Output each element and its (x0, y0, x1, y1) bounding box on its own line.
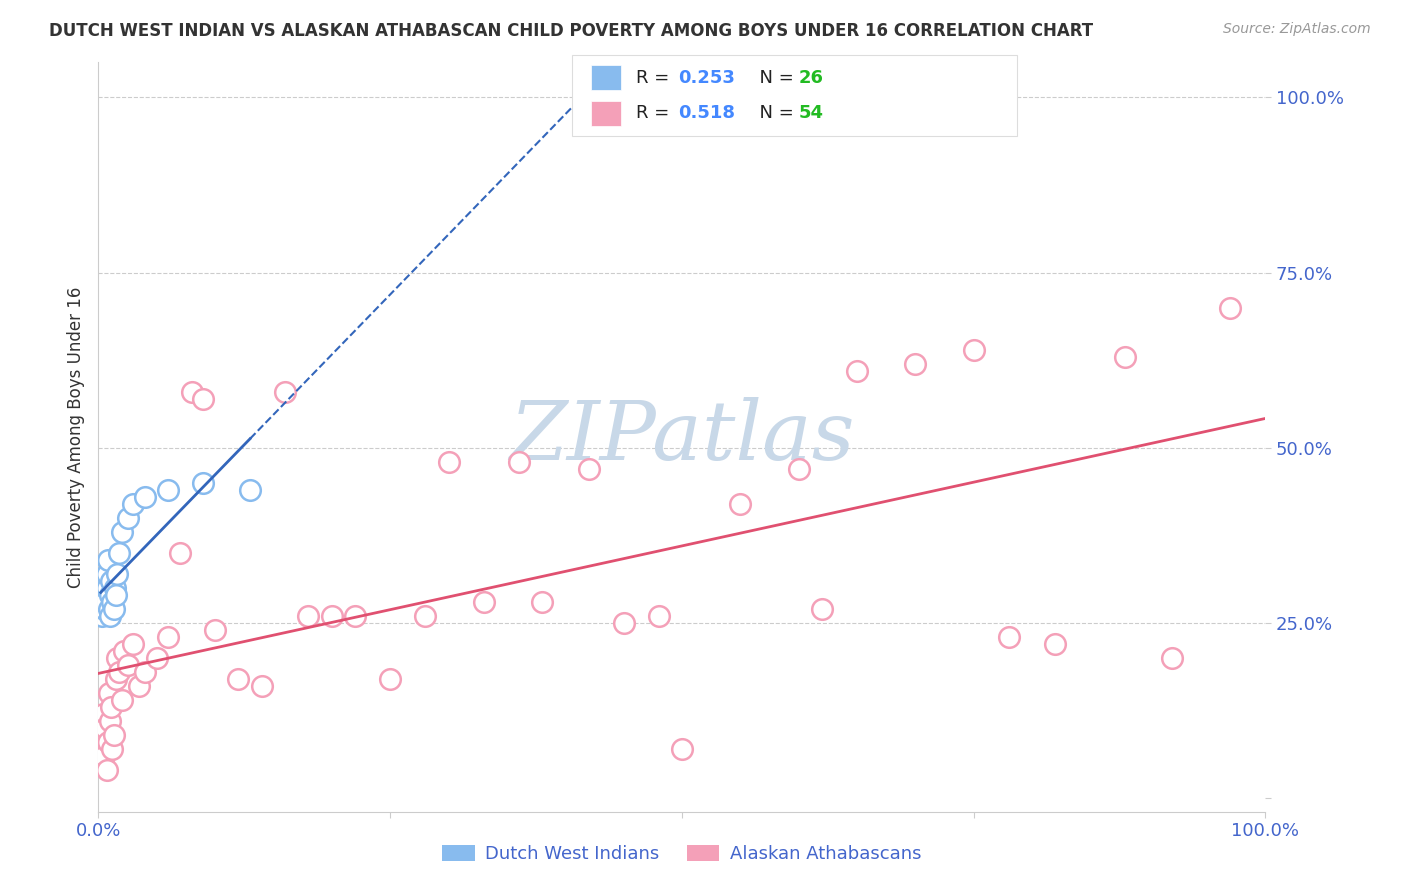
Text: Source: ZipAtlas.com: Source: ZipAtlas.com (1223, 22, 1371, 37)
Point (169, 546, 191, 560)
Point (96, 566, 118, 581)
Point (239, 483, 262, 497)
Point (117, 510, 139, 524)
Point (97, 734, 120, 748)
Point (274, 384, 297, 399)
Point (250, 679, 273, 693)
Point (180, 384, 202, 399)
Point (108, 665, 131, 679)
Point (228, 672, 250, 686)
Point (1114, 350, 1136, 364)
Point (100, 574, 122, 588)
Text: N =: N = (748, 104, 800, 122)
Point (97, 601, 120, 615)
Point (98, 608, 121, 623)
Point (578, 461, 600, 475)
Text: 54: 54 (799, 104, 824, 122)
Point (105, 566, 128, 581)
Point (96, 581, 118, 595)
Point (100, 699, 122, 714)
Point (811, 601, 834, 615)
Y-axis label: Child Poverty Among Boys Under 16: Child Poverty Among Boys Under 16 (66, 286, 84, 588)
Point (104, 581, 127, 595)
Point (193, 475, 215, 490)
Point (90, 601, 112, 615)
Point (1045, 637, 1067, 651)
Point (98, 588, 121, 602)
Point (647, 608, 669, 623)
Point (1219, 301, 1241, 315)
Point (122, 497, 145, 511)
Point (904, 357, 927, 371)
Point (134, 490, 156, 504)
Point (111, 692, 134, 706)
Point (93, 748, 115, 763)
Text: 26: 26 (799, 69, 824, 87)
Point (204, 623, 226, 637)
Point (101, 741, 124, 756)
Point (103, 728, 125, 742)
Point (90, 608, 112, 623)
Point (101, 594, 124, 608)
Point (112, 643, 135, 657)
Point (437, 454, 460, 468)
Point (146, 650, 169, 665)
Point (472, 594, 495, 608)
Text: DUTCH WEST INDIAN VS ALASKAN ATHABASCAN CHILD POVERTY AMONG BOYS UNDER 16 CORREL: DUTCH WEST INDIAN VS ALASKAN ATHABASCAN … (49, 22, 1094, 40)
Point (90, 756, 112, 770)
Point (91, 594, 114, 608)
Point (93, 601, 115, 615)
Point (104, 588, 127, 602)
Point (671, 741, 693, 756)
Point (846, 363, 869, 377)
Text: N =: N = (748, 69, 800, 87)
Point (122, 637, 145, 651)
Point (94, 594, 117, 608)
Point (111, 524, 134, 539)
Point (730, 497, 752, 511)
Point (297, 608, 319, 623)
Point (104, 672, 127, 686)
Text: 0.518: 0.518 (678, 104, 735, 122)
Point (157, 630, 180, 644)
Point (962, 343, 984, 357)
Point (94, 721, 117, 735)
Point (108, 546, 131, 560)
Point (508, 454, 530, 468)
Point (1161, 650, 1184, 665)
Text: R =: R = (636, 104, 675, 122)
Point (613, 615, 636, 630)
Point (193, 392, 215, 406)
Point (97, 686, 120, 700)
Point (344, 608, 367, 623)
Point (380, 672, 402, 686)
Point (134, 665, 156, 679)
Point (413, 608, 436, 623)
Point (98, 714, 121, 728)
Point (97, 552, 120, 566)
Point (321, 608, 343, 623)
Point (117, 657, 139, 672)
Point (157, 483, 180, 497)
Text: R =: R = (636, 69, 675, 87)
Point (128, 679, 150, 693)
Text: 0.253: 0.253 (678, 69, 734, 87)
Point (787, 461, 810, 475)
Point (105, 650, 128, 665)
Point (530, 594, 553, 608)
Point (91, 706, 114, 721)
Point (997, 630, 1019, 644)
Point (96, 763, 118, 777)
Text: ZIPatlas: ZIPatlas (509, 397, 855, 477)
Legend: Dutch West Indians, Alaskan Athabascans: Dutch West Indians, Alaskan Athabascans (434, 838, 929, 870)
Point (93, 588, 115, 602)
Point (90, 734, 112, 748)
Point (103, 601, 125, 615)
